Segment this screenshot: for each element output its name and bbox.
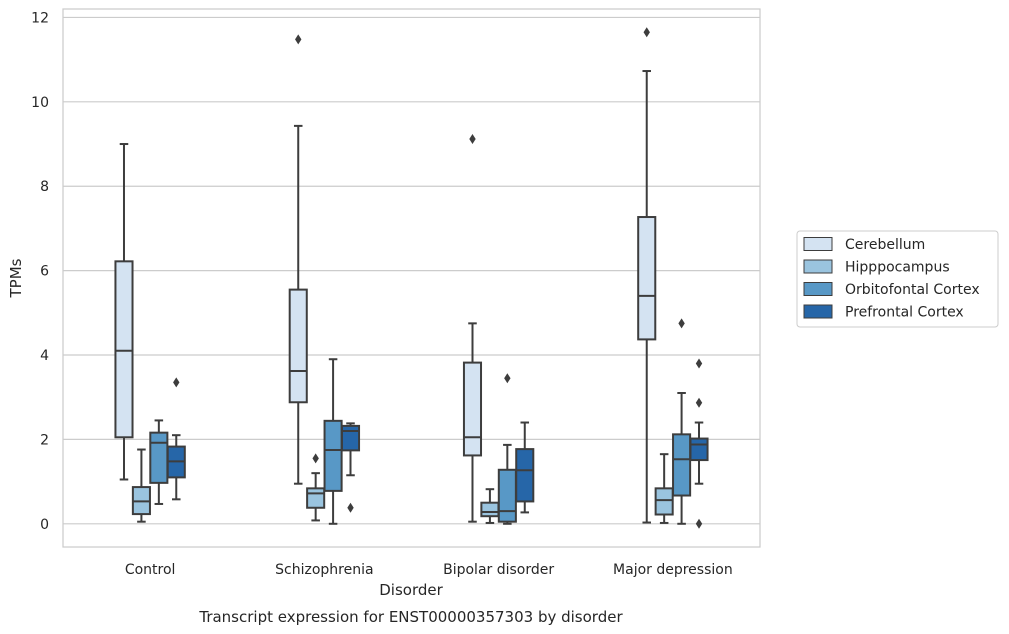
legend-swatch xyxy=(803,282,833,296)
box-group xyxy=(462,133,483,523)
y-tick-label: 0 xyxy=(40,517,49,533)
y-tick-label: 2 xyxy=(40,432,49,448)
x-tick-label: Schizophrenia xyxy=(275,562,373,578)
x-tick-label: Bipolar disorder xyxy=(443,562,554,578)
x-tick-label: Major depression xyxy=(613,562,733,578)
y-tick-label: 6 xyxy=(40,264,49,280)
box xyxy=(515,448,535,503)
legend-swatch xyxy=(803,259,833,274)
box xyxy=(689,437,709,462)
box-group xyxy=(149,419,169,505)
box-group xyxy=(672,318,692,525)
outlier-point xyxy=(695,397,703,408)
box-group xyxy=(340,422,361,513)
box-group xyxy=(306,453,326,522)
box xyxy=(149,431,169,484)
y-tick-label: 4 xyxy=(40,348,49,364)
outlier-point xyxy=(469,133,476,144)
box-group xyxy=(288,34,308,485)
box-group xyxy=(166,377,186,501)
box-group xyxy=(637,27,657,524)
box xyxy=(480,501,500,518)
box-group xyxy=(497,373,517,525)
y-axis-label: TPMs xyxy=(7,258,25,298)
outlier-point xyxy=(643,27,650,38)
y-axis-ticks: 0 2 4 6 8 10 12 xyxy=(31,10,49,532)
legend-label: Hipppocampus xyxy=(845,260,950,276)
outlier-point xyxy=(695,358,703,369)
plot-frame xyxy=(62,8,761,548)
box xyxy=(497,468,517,523)
legend: Cerebellum Hipppocampus Orbitofontal Corte… xyxy=(796,230,999,328)
chart-caption: Transcript expression for ENST0000035730… xyxy=(198,608,623,626)
legend-label: Prefrontal Cortex xyxy=(845,305,964,321)
legend-label: Orbitofontal Cortex xyxy=(845,282,980,298)
outlier-point xyxy=(173,377,180,388)
outlier-point xyxy=(504,373,511,384)
box-group xyxy=(114,143,134,481)
box xyxy=(114,260,134,439)
box xyxy=(306,487,326,509)
outlier-point xyxy=(295,34,302,45)
legend-frame xyxy=(796,230,999,328)
box xyxy=(654,487,674,516)
y-tick-label: 10 xyxy=(31,95,49,111)
box xyxy=(323,419,343,492)
box xyxy=(340,424,361,452)
box-group xyxy=(131,448,151,523)
boxes-layer xyxy=(114,27,709,529)
box-group xyxy=(689,358,709,529)
box xyxy=(462,361,483,457)
box-group xyxy=(480,488,500,524)
outlier-point xyxy=(347,502,354,513)
legend-swatch xyxy=(803,237,833,251)
x-tick-label: Control xyxy=(125,562,176,578)
box-group xyxy=(323,358,343,525)
box xyxy=(672,433,692,497)
legend-swatch xyxy=(803,304,833,319)
box xyxy=(288,288,308,404)
legend-label: Cerebellum xyxy=(845,237,925,253)
box xyxy=(637,216,657,341)
x-axis-ticks: Control Schizophrenia Bipolar disorder Majo… xyxy=(125,562,733,578)
y-tick-label: 8 xyxy=(40,179,49,195)
box-group xyxy=(654,453,674,524)
x-axis-label: Disorder xyxy=(379,581,443,599)
outlier-point xyxy=(695,518,703,529)
box-group xyxy=(515,421,535,514)
y-tick-label: 12 xyxy=(31,10,49,26)
outlier-point xyxy=(312,453,319,464)
grid-lines xyxy=(63,16,760,525)
outlier-point xyxy=(678,318,685,329)
